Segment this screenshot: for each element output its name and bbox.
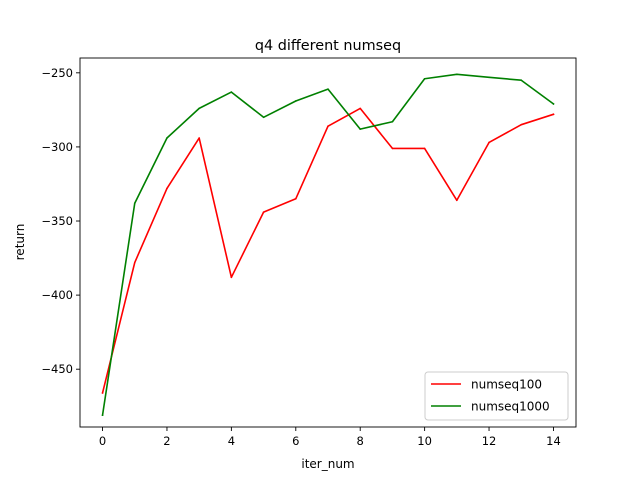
data-point-numseq100 xyxy=(456,199,458,202)
data-point-numseq100 xyxy=(133,261,136,264)
chart-title: q4 different numseq xyxy=(255,38,401,54)
data-point-numseq1000 xyxy=(262,116,265,119)
y-tick-label: −300 xyxy=(41,140,73,154)
data-point-numseq1000 xyxy=(391,120,394,123)
data-point-numseq1000 xyxy=(230,91,233,93)
data-point-numseq100 xyxy=(101,392,104,394)
data-point-numseq100 xyxy=(262,211,265,213)
plot-area-frame xyxy=(79,57,577,428)
series-layer xyxy=(101,73,555,417)
data-point-numseq100 xyxy=(198,137,200,139)
data-point-numseq1000 xyxy=(166,137,168,139)
data-point-numseq1000 xyxy=(198,107,200,110)
data-point-numseq100 xyxy=(391,147,394,150)
x-tick-label: 6 xyxy=(292,434,299,448)
data-point-numseq1000 xyxy=(294,100,297,102)
legend-entries: numseq100 numseq1000 xyxy=(431,378,550,414)
x-axis-ticks: 0 2 4 6 8 10 12 14 xyxy=(99,427,561,448)
data-point-numseq1000 xyxy=(101,414,104,416)
x-tick-label: 0 xyxy=(99,434,106,448)
data-point-numseq1000 xyxy=(488,76,490,79)
data-point-numseq1000 xyxy=(359,128,362,130)
y-tick-label: −450 xyxy=(41,362,73,376)
x-tick-label: 14 xyxy=(546,434,561,448)
x-tick-label: 2 xyxy=(163,434,170,448)
legend-label-numseq1000: numseq1000 xyxy=(471,400,550,414)
legend: numseq100 numseq1000 xyxy=(424,371,569,421)
x-tick-label: 12 xyxy=(482,434,497,448)
data-point-numseq100 xyxy=(230,276,233,279)
x-tick-label: 8 xyxy=(357,434,364,448)
legend-label-numseq100: numseq100 xyxy=(471,378,542,392)
data-point-numseq100 xyxy=(520,123,523,126)
data-point-numseq100 xyxy=(423,147,426,150)
data-point-numseq100 xyxy=(552,113,555,116)
x-axis-label: iter_num xyxy=(301,457,354,471)
data-point-numseq100 xyxy=(294,197,297,200)
data-point-numseq100 xyxy=(359,107,362,110)
y-axis-ticks: −450 −400 −350 −300 −250 xyxy=(41,66,80,376)
data-point-numseq100 xyxy=(488,141,490,144)
y-tick-label: −350 xyxy=(41,214,73,228)
data-point-numseq1000 xyxy=(552,103,555,105)
data-point-numseq1000 xyxy=(327,88,329,90)
data-point-numseq1000 xyxy=(520,79,523,82)
data-point-numseq1000 xyxy=(423,77,426,80)
y-tick-label: −250 xyxy=(41,66,73,80)
x-tick-label: 10 xyxy=(417,434,432,448)
y-axis-label: return xyxy=(13,224,27,261)
data-point-numseq1000 xyxy=(133,202,136,205)
x-tick-label: 4 xyxy=(228,434,235,448)
data-point-numseq1000 xyxy=(456,73,458,76)
y-tick-label: −400 xyxy=(41,288,73,302)
data-point-numseq100 xyxy=(327,125,329,127)
data-point-numseq100 xyxy=(166,187,168,190)
